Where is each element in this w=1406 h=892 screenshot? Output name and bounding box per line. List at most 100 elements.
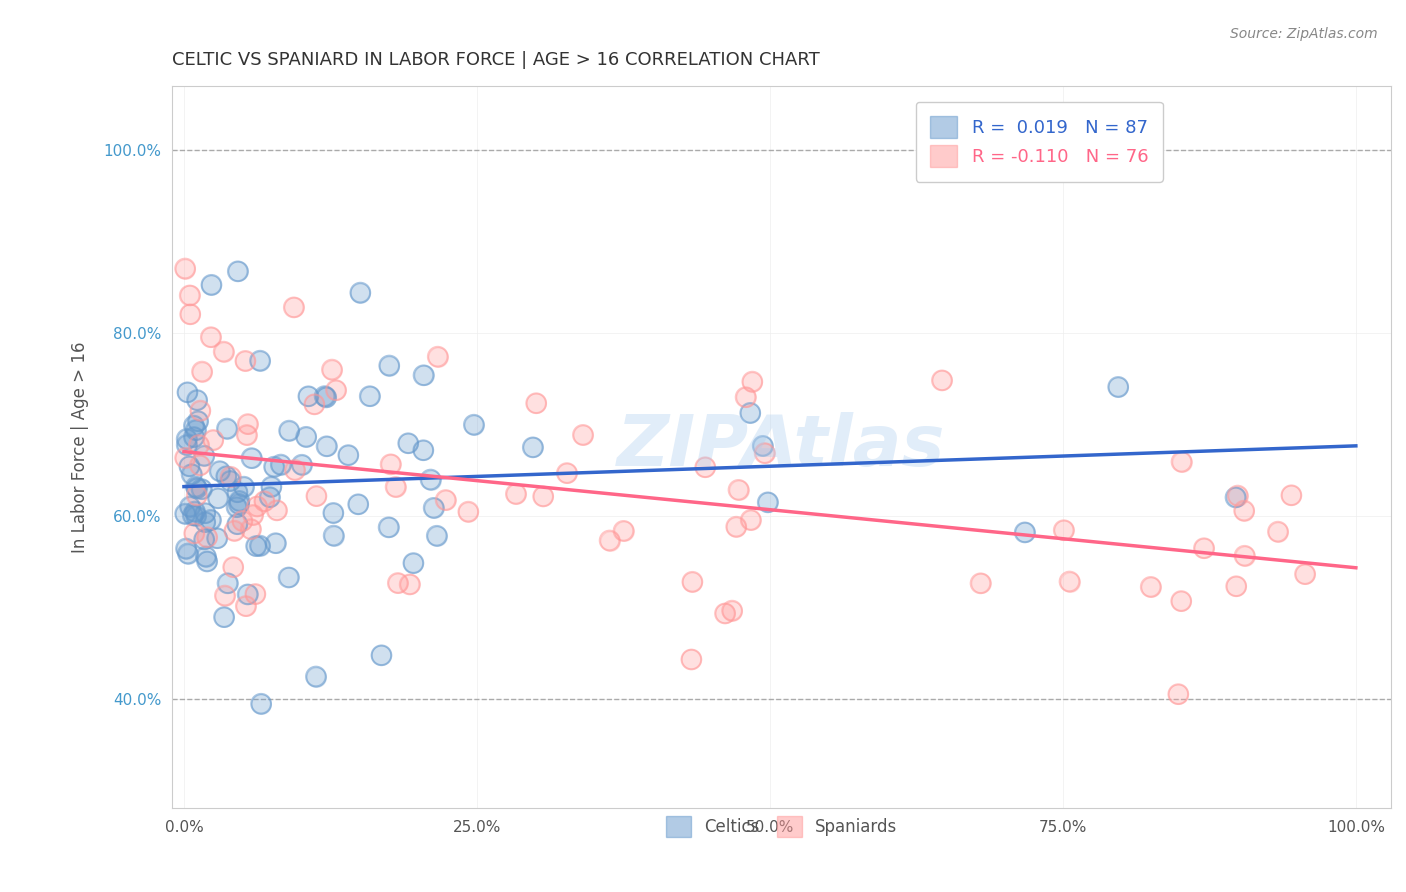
Point bbox=[1014, 525, 1036, 540]
Point bbox=[1226, 489, 1249, 503]
Point bbox=[222, 560, 245, 574]
Point bbox=[555, 466, 578, 480]
Point bbox=[214, 589, 236, 603]
Point bbox=[695, 460, 717, 475]
Point bbox=[235, 354, 257, 368]
Point bbox=[721, 604, 744, 618]
Point bbox=[242, 508, 264, 522]
Point bbox=[245, 539, 267, 553]
Point bbox=[756, 495, 779, 509]
Point bbox=[396, 436, 419, 450]
Point bbox=[734, 390, 756, 404]
Point bbox=[370, 648, 392, 663]
Point bbox=[240, 451, 263, 466]
Point bbox=[184, 423, 207, 437]
Point bbox=[215, 469, 238, 483]
Point bbox=[305, 669, 328, 683]
Point bbox=[219, 474, 242, 488]
Point bbox=[278, 424, 301, 438]
Point bbox=[176, 438, 198, 452]
Point bbox=[463, 417, 485, 432]
Point bbox=[184, 508, 207, 523]
Point bbox=[219, 469, 242, 483]
Point bbox=[202, 433, 225, 447]
Point bbox=[727, 483, 749, 497]
Point bbox=[246, 500, 269, 514]
Point bbox=[380, 458, 402, 472]
Point bbox=[419, 473, 441, 487]
Point bbox=[200, 513, 222, 527]
Point bbox=[555, 466, 578, 480]
Point bbox=[754, 446, 776, 460]
Point bbox=[194, 549, 217, 564]
Point bbox=[325, 383, 347, 397]
Point bbox=[505, 487, 527, 501]
Point bbox=[599, 533, 621, 548]
Point bbox=[531, 490, 554, 504]
Point bbox=[214, 589, 236, 603]
Point bbox=[422, 500, 444, 515]
Point bbox=[754, 446, 776, 460]
Point bbox=[226, 517, 249, 532]
Point bbox=[207, 491, 229, 506]
Point bbox=[186, 482, 208, 496]
Point bbox=[1294, 567, 1316, 582]
Point bbox=[212, 344, 235, 359]
Point bbox=[572, 428, 595, 442]
Point bbox=[422, 500, 444, 515]
Point bbox=[177, 547, 200, 561]
Point bbox=[505, 487, 527, 501]
Point bbox=[193, 533, 215, 547]
Point bbox=[174, 507, 197, 521]
Point bbox=[184, 504, 207, 518]
Point bbox=[187, 414, 209, 428]
Point bbox=[245, 587, 267, 601]
Point bbox=[681, 652, 703, 666]
Point bbox=[264, 536, 287, 550]
Point bbox=[239, 522, 262, 536]
Point bbox=[200, 330, 222, 344]
Point bbox=[378, 359, 401, 373]
Point bbox=[181, 508, 204, 523]
Point bbox=[176, 438, 198, 452]
Point bbox=[1294, 567, 1316, 582]
Point bbox=[236, 428, 259, 442]
Point bbox=[1192, 541, 1215, 556]
Point bbox=[212, 344, 235, 359]
Point bbox=[187, 438, 209, 452]
Point bbox=[193, 449, 215, 463]
Point bbox=[250, 697, 273, 711]
Point bbox=[186, 482, 208, 496]
Point bbox=[412, 368, 434, 383]
Point bbox=[457, 505, 479, 519]
Point bbox=[195, 554, 218, 568]
Point bbox=[176, 385, 198, 400]
Point bbox=[263, 459, 285, 474]
Point bbox=[179, 459, 201, 474]
Point bbox=[219, 474, 242, 488]
Point bbox=[179, 288, 201, 302]
Point bbox=[226, 264, 249, 278]
Point bbox=[215, 421, 238, 435]
Point bbox=[1226, 489, 1249, 503]
Point bbox=[1107, 380, 1129, 394]
Point bbox=[195, 554, 218, 568]
Point bbox=[291, 458, 314, 472]
Point bbox=[188, 458, 211, 473]
Point bbox=[174, 450, 197, 465]
Point bbox=[1233, 549, 1256, 563]
Point bbox=[249, 539, 271, 553]
Point bbox=[232, 480, 254, 494]
Point bbox=[1267, 524, 1289, 539]
Point bbox=[191, 365, 214, 379]
Point bbox=[969, 576, 991, 591]
Point bbox=[174, 450, 197, 465]
Point bbox=[200, 513, 222, 527]
Point bbox=[412, 443, 434, 458]
Point bbox=[380, 458, 402, 472]
Point bbox=[184, 423, 207, 437]
Point bbox=[264, 536, 287, 550]
Point bbox=[412, 443, 434, 458]
Point bbox=[721, 604, 744, 618]
Point bbox=[225, 500, 247, 515]
